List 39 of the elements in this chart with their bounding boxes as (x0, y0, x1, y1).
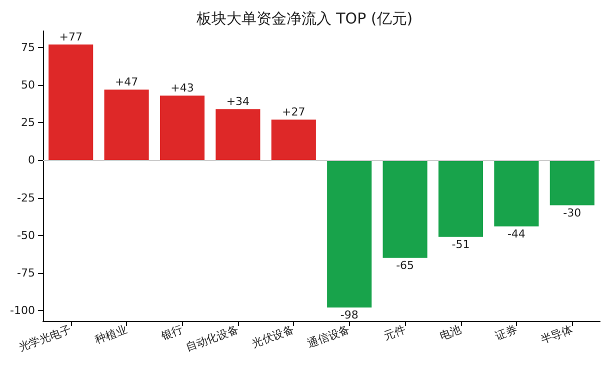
data-label: +77 (59, 30, 82, 44)
y-tick-label: 75 (21, 41, 35, 54)
x-tick-label: 种植业 (93, 322, 129, 346)
bar (48, 44, 94, 160)
chart-title: 板块大单资金净流入 TOP (亿元) (195, 10, 413, 28)
data-label: -30 (563, 206, 582, 220)
bar (271, 120, 316, 160)
data-label: -44 (507, 227, 526, 240)
x-tick-label: 自动化设备 (184, 322, 240, 354)
x-tick-label: 证券 (494, 322, 519, 343)
bar (216, 109, 260, 160)
data-label: +43 (170, 82, 194, 95)
y-tick-label: 0 (28, 154, 35, 167)
y-tick-label: -75 (17, 266, 35, 280)
x-tick-label: 半导体 (538, 322, 574, 346)
bar (382, 160, 428, 258)
bar (104, 90, 149, 160)
bar (160, 96, 205, 160)
data-label: -65 (396, 258, 414, 272)
y-tick-label: -25 (17, 191, 35, 204)
x-tick-label: 通信设备 (306, 322, 352, 350)
x-tick-label: 元件 (382, 322, 408, 343)
bar (550, 160, 594, 206)
x-tick-label: 光学光电子 (16, 322, 74, 354)
y-tick-label: -50 (17, 228, 35, 242)
data-label: -51 (452, 238, 470, 251)
x-tick-label: 银行 (158, 322, 184, 343)
x-tick-label: 电池 (438, 322, 463, 343)
y-tick-label: 50 (21, 78, 35, 92)
bar (327, 160, 372, 308)
data-label: -98 (340, 308, 358, 322)
y-tick-label: 25 (21, 116, 35, 130)
y-tick-label: -100 (10, 304, 35, 317)
bar (438, 160, 484, 237)
data-label: +27 (282, 106, 306, 119)
data-label: +34 (226, 95, 250, 108)
x-tick-label: 光伏设备 (250, 322, 296, 350)
bar (494, 160, 539, 226)
data-label: +47 (114, 76, 138, 89)
